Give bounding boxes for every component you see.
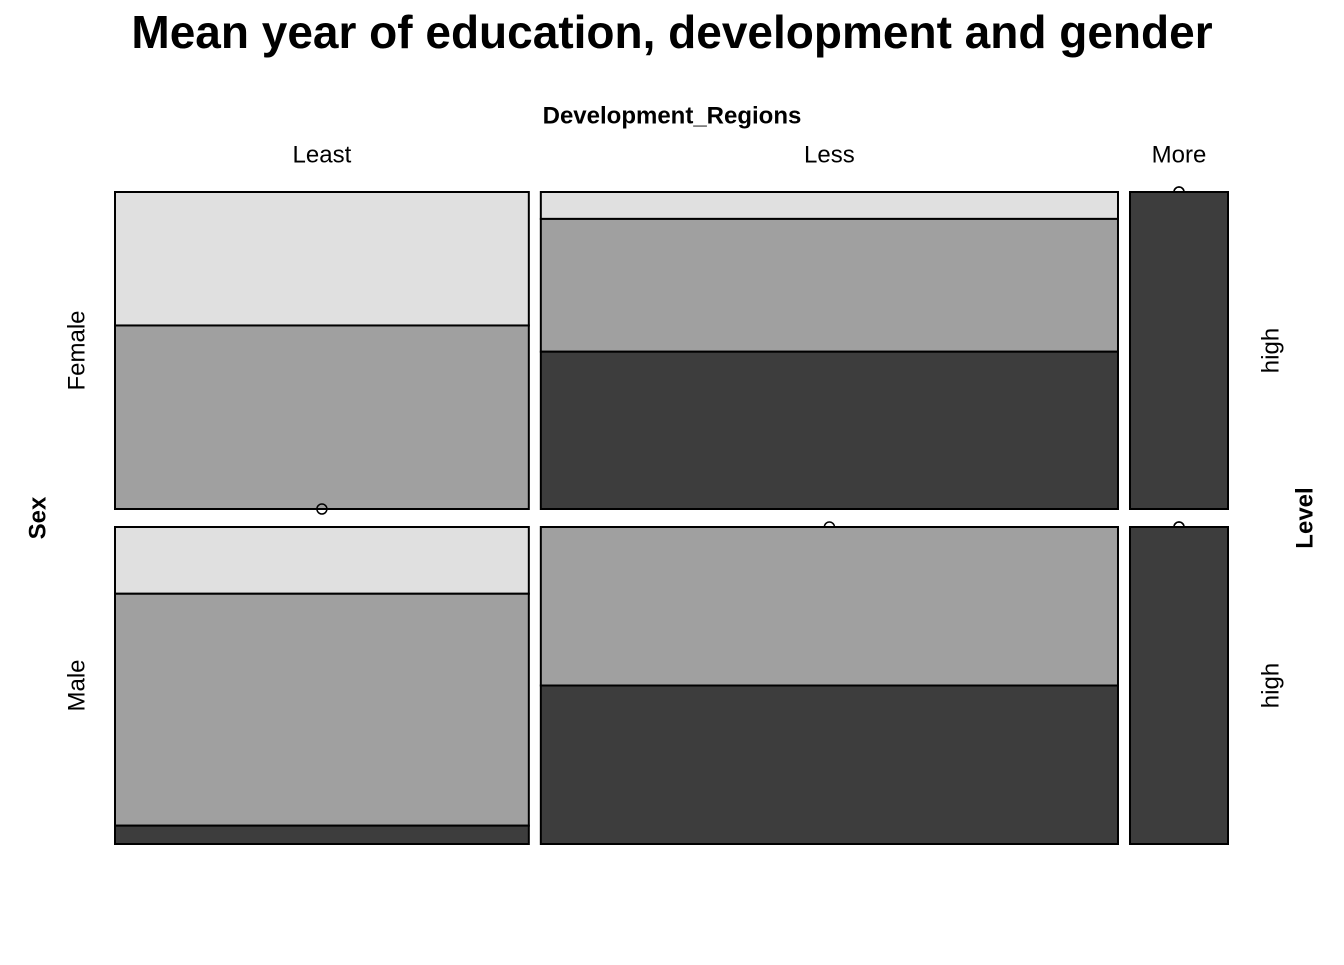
mosaic-tile	[539, 684, 1119, 845]
level-label: high	[1257, 328, 1284, 373]
mosaic-tile	[114, 824, 530, 845]
mosaic-tile	[114, 526, 530, 595]
z-axis-label: Level	[1291, 487, 1318, 548]
y-axis-label: Sex	[24, 496, 51, 539]
mosaic-tile	[539, 217, 1119, 353]
chart-title: Mean year of education, development and …	[131, 6, 1212, 58]
mosaic-tile	[539, 526, 1119, 687]
mosaic-tile	[114, 324, 530, 511]
mosaic-tile	[114, 191, 530, 327]
mosaic-tile	[1128, 526, 1229, 845]
level-label: high	[1257, 663, 1284, 708]
column-label: Less	[804, 141, 855, 168]
zero-cell	[316, 503, 328, 515]
mosaic-tile	[539, 350, 1119, 510]
x-axis-label: Development_Regions	[543, 102, 802, 129]
row-label: Male	[63, 659, 90, 711]
column-label: Least	[293, 141, 352, 168]
mosaic-tile	[539, 191, 1119, 220]
mosaic-tile	[114, 592, 530, 827]
column-label: More	[1152, 141, 1207, 168]
row-label: Female	[63, 310, 90, 390]
mosaic-tile	[1128, 191, 1229, 510]
